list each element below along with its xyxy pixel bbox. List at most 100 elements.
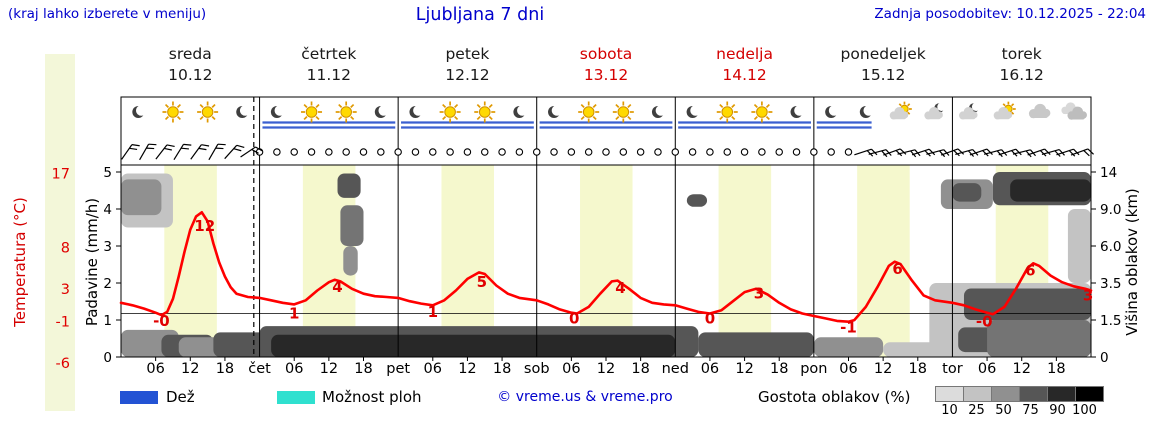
chart-shape bbox=[201, 144, 210, 147]
density-swatch-50 bbox=[991, 386, 1020, 402]
calm-wind-icon bbox=[584, 148, 593, 156]
chart-shape bbox=[731, 115, 736, 121]
chart-shape bbox=[925, 114, 941, 120]
chart-shape bbox=[274, 105, 286, 116]
chart-shape bbox=[136, 105, 147, 116]
cloud-blob bbox=[337, 173, 361, 198]
weather-icon-sun bbox=[162, 101, 184, 123]
chart-shape bbox=[551, 105, 563, 116]
chart-shape bbox=[863, 105, 875, 116]
weather-icon-moon bbox=[790, 105, 805, 118]
calm-wind-icon bbox=[567, 148, 576, 156]
temperature-value-label: 3 bbox=[1083, 286, 1093, 304]
cloud-tick-label: 9.0 bbox=[1100, 202, 1121, 218]
chart-shape bbox=[1054, 150, 1061, 157]
chart-shape bbox=[166, 144, 175, 148]
x-day-abbrev: pon bbox=[800, 361, 827, 377]
chart-shape bbox=[957, 148, 965, 155]
chart-shape bbox=[155, 144, 168, 160]
left-axis-strip bbox=[45, 54, 75, 411]
weather-icon-cloud-moon bbox=[959, 102, 981, 120]
chart-shape bbox=[883, 148, 901, 156]
wind-barb-icon bbox=[883, 148, 907, 157]
daylight-band bbox=[441, 165, 494, 357]
temperature-axis-label: Temperatura (°C) bbox=[11, 197, 29, 327]
calm-wind-icon bbox=[758, 148, 766, 156]
chart-shape bbox=[129, 147, 138, 151]
calm-wind-icon bbox=[706, 148, 714, 156]
chart-shape bbox=[982, 150, 989, 157]
x-hour-label: 18 bbox=[493, 361, 511, 377]
wind-barb-icon bbox=[940, 148, 965, 157]
chart-shape bbox=[303, 103, 308, 109]
x-hour-label: 06 bbox=[285, 361, 303, 377]
chart-shape bbox=[996, 150, 1003, 158]
chart-shape bbox=[794, 105, 805, 116]
chart-shape bbox=[627, 115, 632, 121]
chart-shape bbox=[198, 147, 207, 151]
chart-shape bbox=[580, 103, 585, 109]
chart-shape bbox=[338, 115, 343, 121]
chart-shape bbox=[871, 148, 878, 156]
temp-tick-label: -6 bbox=[56, 356, 70, 372]
precip-tick-label: 0 bbox=[103, 350, 112, 366]
day-date: 12.12 bbox=[445, 66, 490, 84]
weather-icon-cloud bbox=[1028, 103, 1051, 119]
chart-shape bbox=[828, 105, 840, 116]
calm-wind-icon bbox=[532, 148, 541, 156]
location-menu-hint: (kraj lahko izberete v meniju) bbox=[8, 6, 207, 22]
temp-tick-label: -1 bbox=[56, 315, 70, 331]
cloud-tick-label: 3.5 bbox=[1100, 276, 1121, 292]
rain-legend-label: Dež bbox=[166, 388, 195, 406]
day-date: 11.12 bbox=[306, 66, 352, 84]
cloud-blob bbox=[686, 194, 708, 207]
weather-icon-sun-cloud bbox=[993, 101, 1016, 120]
chart-shape bbox=[960, 114, 976, 120]
weather-icon-moon bbox=[132, 105, 147, 118]
chart-shape bbox=[719, 103, 724, 109]
wind-barb-icon bbox=[139, 143, 157, 161]
calm-wind-icon bbox=[740, 148, 749, 156]
x-day-abbrev: pet bbox=[386, 361, 410, 377]
chart-shape bbox=[765, 115, 770, 121]
chart-shape bbox=[926, 149, 944, 155]
chart-shape bbox=[413, 105, 424, 116]
rain-legend-swatch bbox=[120, 391, 158, 404]
wind-barb-icon bbox=[155, 144, 175, 160]
weather-icon-moon bbox=[651, 105, 667, 118]
chart-shape bbox=[1030, 113, 1048, 119]
cloud-density-legend-label: Gostota oblakov (%) bbox=[758, 388, 911, 406]
chart-shape bbox=[478, 106, 491, 118]
x-day-abbrev: tor bbox=[942, 361, 963, 377]
precip-tick-label: 5 bbox=[103, 165, 112, 181]
calm-wind-icon bbox=[654, 148, 662, 156]
daylight-band bbox=[857, 165, 910, 357]
chart-shape bbox=[627, 103, 632, 109]
chart-shape bbox=[1068, 150, 1076, 157]
wind-barb-icon bbox=[224, 144, 245, 160]
chart-shape bbox=[897, 149, 916, 155]
chart-shape bbox=[239, 105, 251, 116]
x-hour-label: 12 bbox=[597, 361, 615, 377]
chart-shape bbox=[201, 106, 214, 118]
chart-shape bbox=[940, 148, 959, 156]
chart-shape bbox=[181, 147, 189, 150]
chart-shape bbox=[208, 143, 219, 161]
chart-shape bbox=[907, 111, 911, 115]
copyright-link[interactable]: © vreme.us & vreme.pro bbox=[497, 389, 673, 405]
wind-barb-icon bbox=[1027, 148, 1051, 157]
chart-shape bbox=[756, 106, 768, 118]
day-header-petek: petek 12.12 bbox=[445, 44, 489, 86]
chart-shape bbox=[251, 148, 259, 154]
chart-shape bbox=[517, 105, 528, 116]
chart-shape bbox=[240, 146, 256, 158]
calm-wind-icon bbox=[429, 148, 437, 156]
chart-shape bbox=[199, 103, 204, 109]
chart-shape bbox=[967, 150, 975, 157]
x-hour-label: 06 bbox=[424, 361, 442, 377]
chart-shape bbox=[176, 115, 181, 121]
cloud-blob bbox=[121, 179, 162, 216]
weather-icon-sun bbox=[301, 101, 323, 123]
chart-shape bbox=[211, 115, 216, 121]
